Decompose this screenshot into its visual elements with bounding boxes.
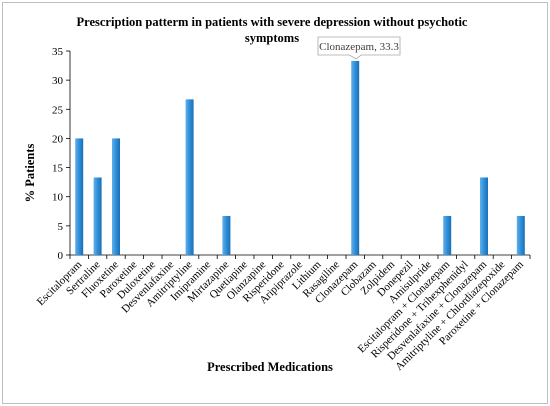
bar-desvenlafaxine-clonazepam [480,177,488,255]
bar-amitriptyline [185,99,194,256]
bar-mirtazapine [222,215,231,255]
bar-escitalopram-clonazepam [443,215,452,255]
y-tick-label: 35 [52,46,64,58]
annotation-callout-box [317,36,401,60]
y-tick-label: 30 [52,75,64,87]
y-tick-label: 0 [58,250,64,262]
y-tick-label: 5 [58,221,64,233]
y-tick-label: 15 [52,163,64,175]
annotation-label: Clonazepam, 33.3 [319,41,399,53]
y-tick-label: 25 [52,104,64,116]
bar-paroxetine-clonazepam [516,215,525,255]
bar-fluoxetine [112,138,120,255]
bar-clonazepam [351,60,360,256]
chart-title: Prescription patterm in patients with se… [76,15,468,45]
x-axis-title: Prescribed Medications [207,360,333,374]
bar-sertraline [93,177,102,255]
y-tick-label: 20 [52,133,64,145]
bar-escitalopram [75,138,84,255]
y-tick-label: 10 [52,192,64,204]
